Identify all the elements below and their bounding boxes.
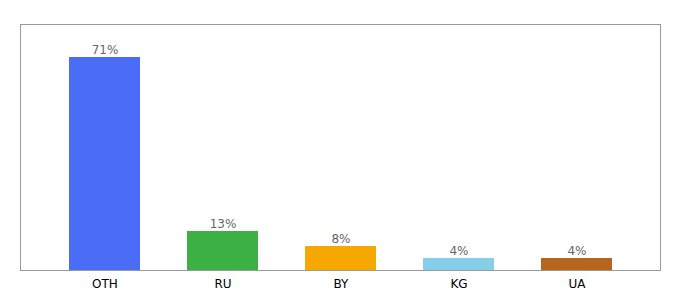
svg-text:71%: 71% [92, 43, 119, 57]
svg-text:4%: 4% [567, 244, 586, 258]
svg-text:RU: RU [214, 277, 231, 291]
svg-text:4%: 4% [449, 244, 468, 258]
svg-text:UA: UA [569, 277, 587, 291]
svg-text:13%: 13% [210, 217, 237, 231]
svg-text:8%: 8% [331, 232, 350, 246]
svg-text:KG: KG [450, 277, 467, 291]
svg-text:BY: BY [334, 277, 350, 291]
svg-text:OTH: OTH [92, 277, 118, 291]
